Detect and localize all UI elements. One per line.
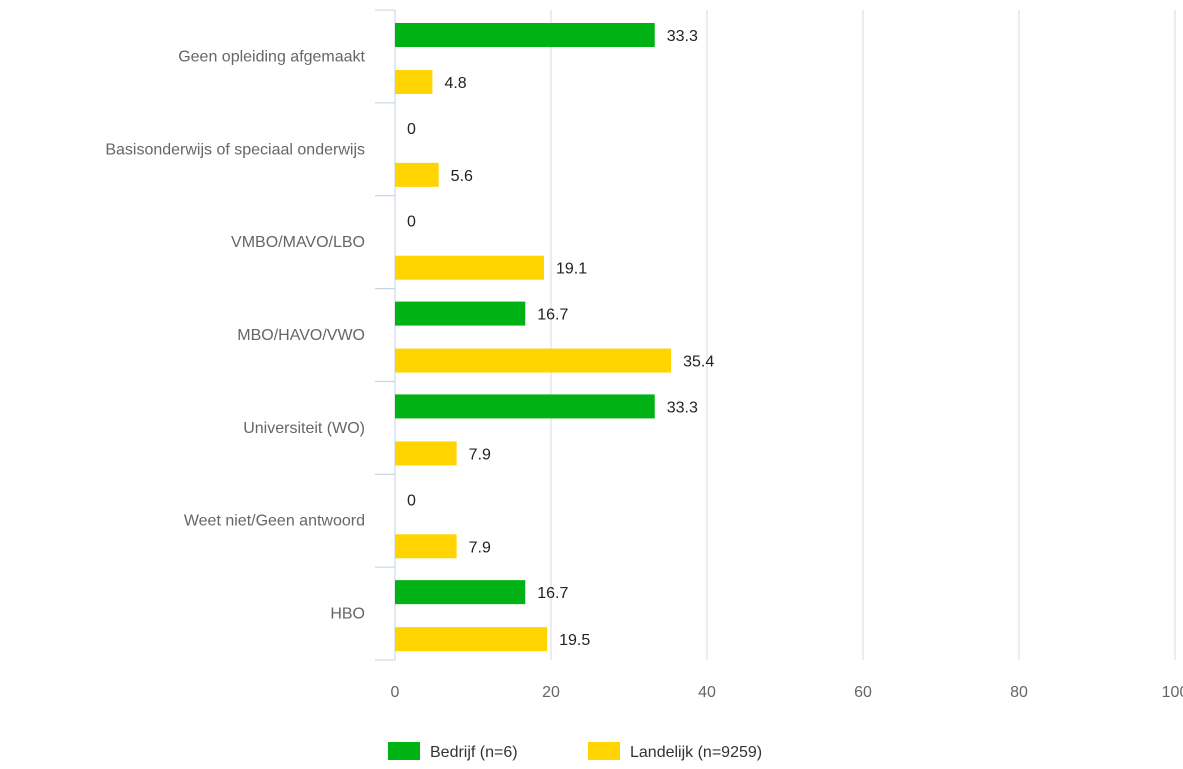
x-tick-label: 60 — [854, 684, 872, 701]
category-axis: Geen opleiding afgemaakt Basisonderwijs o… — [105, 9, 396, 661]
gridlines — [550, 10, 1176, 660]
data-label: 4.8 — [444, 75, 466, 92]
category-label: HBO — [330, 606, 365, 623]
data-label: 7.9 — [469, 539, 491, 556]
bar — [395, 580, 526, 605]
data-label: 5.6 — [451, 168, 473, 185]
bar — [395, 162, 439, 187]
category-label: MBO/HAVO/VWO — [237, 327, 365, 344]
data-label: 16.7 — [537, 585, 568, 602]
data-label: 7.9 — [469, 446, 491, 463]
bar — [395, 534, 457, 559]
bar — [395, 348, 672, 373]
x-tick-label: 100 — [1162, 684, 1183, 701]
category-label: Weet niet/Geen antwoord — [184, 513, 365, 530]
x-tick-label: 80 — [1010, 684, 1028, 701]
legend-swatch — [588, 742, 620, 760]
data-label: 19.5 — [559, 632, 590, 649]
category-label: Universiteit (WO) — [243, 420, 365, 437]
value-axis: 0 20 40 60 80 100 — [391, 684, 1183, 701]
x-tick-label: 40 — [698, 684, 716, 701]
x-tick-label: 20 — [542, 684, 560, 701]
bar — [395, 255, 544, 280]
data-label: 33.3 — [667, 399, 698, 416]
category-label: Basisonderwijs of speciaal onderwijs — [105, 141, 365, 158]
data-label: 0 — [407, 214, 416, 231]
data-label: 19.1 — [556, 261, 587, 278]
x-tick-label: 0 — [391, 684, 400, 701]
data-label: 33.3 — [667, 28, 698, 45]
legend-label: Landelijk (n=9259) — [630, 744, 762, 761]
category-label: VMBO/MAVO/LBO — [231, 234, 365, 251]
bar — [395, 394, 655, 419]
data-label: 16.7 — [537, 307, 568, 324]
bar — [395, 441, 457, 466]
data-label: 0 — [407, 121, 416, 138]
bars: 33.3 0 0 16.7 33.3 0 16.7 4.8 5.6 19.1 35.4 7.9 7.9 1… — [395, 23, 714, 652]
bar — [395, 23, 655, 47]
legend: Bedrijf (n=6) Landelijk (n=9259) — [388, 742, 762, 761]
legend-label: Bedrijf (n=6) — [430, 744, 518, 761]
category-label: Geen opleiding afgemaakt — [178, 48, 365, 65]
bar — [395, 70, 433, 94]
legend-swatch — [388, 742, 420, 760]
bar — [395, 627, 548, 652]
data-label: 35.4 — [683, 354, 714, 371]
bar — [395, 301, 526, 326]
data-label: 0 — [407, 492, 416, 509]
